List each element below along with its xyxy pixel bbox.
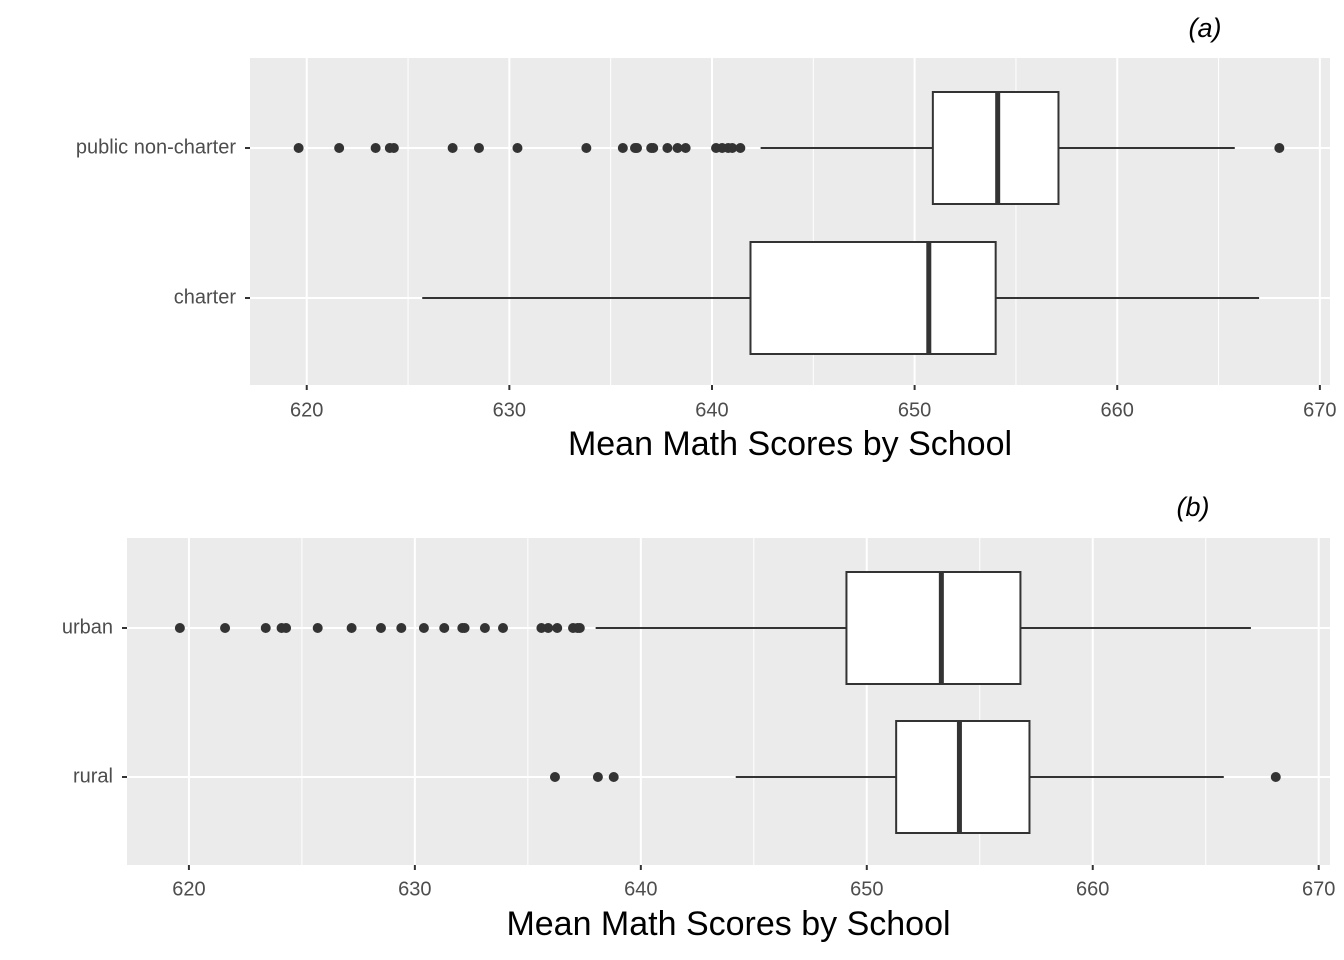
outlier <box>459 623 470 633</box>
outlier <box>648 143 659 153</box>
outlier <box>473 143 484 153</box>
outlier <box>396 623 407 633</box>
outlier <box>727 143 738 153</box>
outlier <box>512 143 523 153</box>
outlier <box>281 623 292 633</box>
outlier <box>174 623 185 633</box>
outlier <box>370 143 381 153</box>
x-tick-label: 620 <box>172 878 205 900</box>
outlier <box>574 623 585 633</box>
outlier <box>581 143 592 153</box>
outlier <box>346 623 357 633</box>
outlier <box>735 143 746 153</box>
outlier <box>617 143 628 153</box>
box <box>895 720 1031 834</box>
outlier <box>479 623 490 633</box>
outlier <box>334 143 345 153</box>
outlier <box>497 623 508 633</box>
x-tick-label: 670 <box>1303 399 1336 421</box>
x-axis-label: Mean Math Scores by School <box>506 905 950 943</box>
outlier <box>293 143 304 153</box>
outlier <box>543 623 554 633</box>
x-tick-label: 650 <box>898 399 931 421</box>
outlier <box>1270 772 1281 782</box>
x-tick-label: 650 <box>850 878 883 900</box>
outlier <box>375 623 386 633</box>
x-tick-label: 660 <box>1101 399 1134 421</box>
outlier <box>260 623 271 633</box>
outlier <box>312 623 323 633</box>
y-tick-label: rural <box>73 765 113 787</box>
outlier <box>662 143 673 153</box>
outlier <box>1274 143 1285 153</box>
outlier <box>439 623 450 633</box>
outlier <box>608 772 619 782</box>
plot-panel <box>127 538 1330 865</box>
y-tick-label: urban <box>62 616 113 638</box>
outlier <box>592 772 603 782</box>
outlier <box>552 623 563 633</box>
outlier <box>672 143 683 153</box>
outlier <box>418 623 429 633</box>
outlier <box>549 772 560 782</box>
chart-title: (a) <box>1189 13 1222 43</box>
chart-title: (b) <box>1177 492 1210 522</box>
outlier <box>632 143 643 153</box>
box <box>749 241 997 355</box>
x-tick-label: 630 <box>398 878 431 900</box>
box <box>845 571 1022 685</box>
x-tick-label: 670 <box>1302 878 1335 900</box>
outlier <box>388 143 399 153</box>
y-tick-label: charter <box>174 286 237 308</box>
x-tick-label: 630 <box>493 399 526 421</box>
x-tick-label: 620 <box>290 399 323 421</box>
x-tick-label: 640 <box>695 399 728 421</box>
x-tick-label: 660 <box>1076 878 1109 900</box>
y-tick-label: public non-charter <box>76 136 236 158</box>
x-tick-label: 640 <box>624 878 657 900</box>
outlier <box>680 143 691 153</box>
outlier <box>220 623 231 633</box>
outlier <box>447 143 458 153</box>
x-axis-label: Mean Math Scores by School <box>568 425 1012 463</box>
